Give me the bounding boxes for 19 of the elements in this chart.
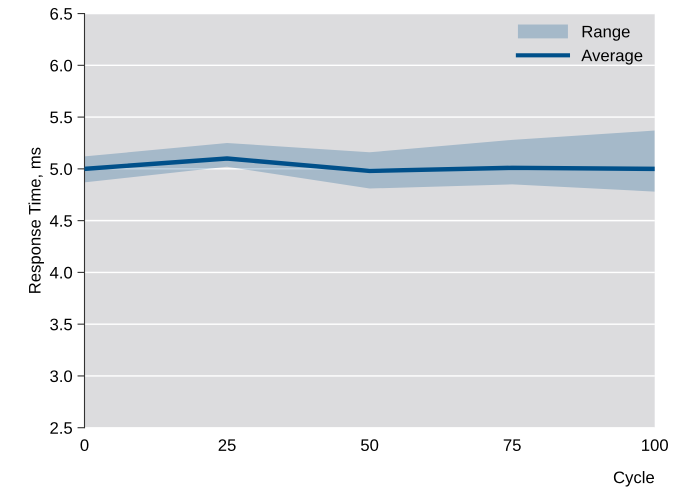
x-tick-label: 50 <box>361 439 378 452</box>
y-tick-label: 5.5 <box>50 112 72 124</box>
y-axis-title: Response Time, ms <box>28 148 44 293</box>
x-tick-label: 25 <box>218 439 236 452</box>
y-tick-label: 5.0 <box>50 163 72 176</box>
annotation: Range <box>582 26 630 41</box>
x-axis-title: Cycle <box>614 471 654 487</box>
line-series <box>84 156 655 174</box>
x-tick-label: 100 <box>642 439 668 452</box>
y-tick-label: 3.0 <box>50 370 72 382</box>
y-tick-label: 6.5 <box>50 8 72 20</box>
y-tick-label: 3.5 <box>50 318 72 330</box>
x-tick-label: 75 <box>504 439 521 452</box>
x-tick-label: 0 <box>80 439 88 452</box>
y-tick-label: 4.0 <box>50 266 72 279</box>
y-tick-label: 4.5 <box>50 215 72 227</box>
y-tick-label: 2.5 <box>50 422 72 434</box>
y-tick-label: 6.0 <box>50 60 72 72</box>
legend-label: Average <box>581 50 642 65</box>
